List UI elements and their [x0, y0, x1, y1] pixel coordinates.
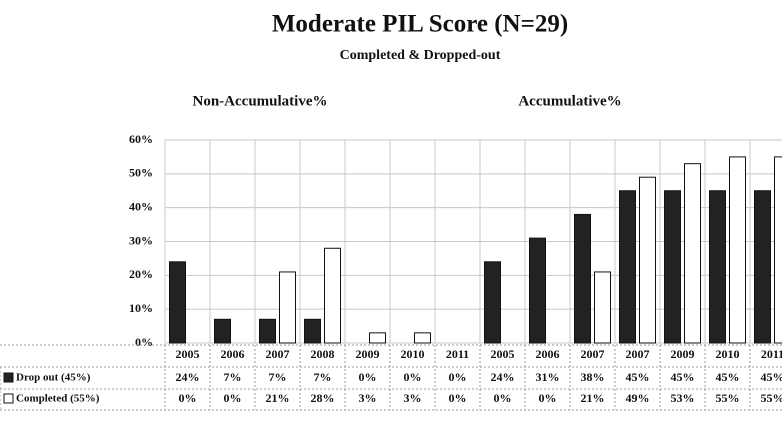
bar	[574, 213, 591, 344]
bar	[594, 271, 611, 344]
value-label: 38%	[581, 370, 605, 384]
value-label: 45%	[716, 370, 740, 384]
value-label: 0%	[224, 391, 242, 405]
value-label: 7%	[269, 370, 287, 384]
value-label: 3%	[359, 391, 377, 405]
bar	[664, 190, 681, 344]
x-tick-label: 2007	[581, 347, 605, 361]
value-label: 7%	[224, 370, 242, 384]
value-label: 55%	[761, 391, 782, 405]
value-label: 0%	[359, 370, 377, 384]
bar	[414, 332, 431, 344]
value-label: 31%	[536, 370, 560, 384]
bar	[529, 237, 546, 344]
bar	[259, 318, 276, 344]
value-label: 45%	[671, 370, 695, 384]
y-tick-label: 60%	[129, 132, 153, 146]
bar	[774, 156, 782, 344]
legend-label: Completed (55%)	[16, 393, 100, 405]
bar	[304, 318, 321, 344]
x-tick-label: 2011	[446, 347, 469, 361]
x-tick-label: 2010	[401, 347, 425, 361]
value-label: 0%	[449, 391, 467, 405]
x-tick-label: 2007	[266, 347, 290, 361]
value-label: 24%	[176, 370, 200, 384]
value-label: 0%	[449, 370, 467, 384]
y-tick-label: 20%	[129, 267, 153, 281]
group-label: Accumulative%	[518, 93, 621, 109]
y-tick-label: 30%	[129, 233, 153, 247]
value-label: 0%	[539, 391, 557, 405]
value-label: 21%	[581, 391, 605, 405]
bar	[619, 190, 636, 344]
bar	[684, 163, 701, 344]
x-tick-label: 2006	[536, 347, 560, 361]
value-label: 49%	[626, 391, 650, 405]
bar	[279, 271, 296, 344]
bar	[324, 247, 341, 344]
x-tick-label: 2007	[626, 347, 650, 361]
x-tick-label: 2011	[761, 347, 782, 361]
x-tick-label: 2008	[311, 347, 335, 361]
value-label: 28%	[311, 391, 335, 405]
bar	[729, 156, 746, 344]
y-tick-label: 50%	[129, 166, 153, 180]
bar	[214, 318, 231, 344]
value-label: 3%	[404, 391, 422, 405]
x-tick-label: 2005	[176, 347, 200, 361]
value-label: 45%	[626, 370, 650, 384]
value-label: 0%	[179, 391, 197, 405]
bar	[484, 261, 501, 344]
x-tick-label: 2005	[491, 347, 515, 361]
value-label: 7%	[314, 370, 332, 384]
bar	[709, 190, 726, 344]
legend-swatch	[3, 372, 14, 383]
legend-label: Drop out (45%)	[16, 372, 91, 384]
x-tick-label: 2010	[716, 347, 740, 361]
x-tick-label: 2009	[671, 347, 695, 361]
bar	[369, 332, 386, 344]
y-tick-label: 40%	[129, 199, 153, 213]
y-tick-label: 0%	[135, 335, 153, 349]
bar	[754, 190, 771, 344]
value-label: 53%	[671, 391, 695, 405]
legend-swatch	[3, 393, 14, 404]
value-label: 21%	[266, 391, 290, 405]
chart-title: Moderate PIL Score (N=29)	[272, 11, 568, 38]
value-label: 24%	[491, 370, 515, 384]
value-label: 0%	[494, 391, 512, 405]
chart-subtitle: Completed & Dropped-out	[340, 48, 501, 63]
y-tick-label: 10%	[129, 301, 153, 315]
value-label: 0%	[404, 370, 422, 384]
group-label: Non-Accumulative%	[193, 93, 328, 109]
value-label: 45%	[761, 370, 782, 384]
x-tick-label: 2006	[221, 347, 245, 361]
value-label: 55%	[716, 391, 740, 405]
x-tick-label: 2009	[356, 347, 380, 361]
bar	[639, 176, 656, 344]
bar	[169, 261, 186, 344]
